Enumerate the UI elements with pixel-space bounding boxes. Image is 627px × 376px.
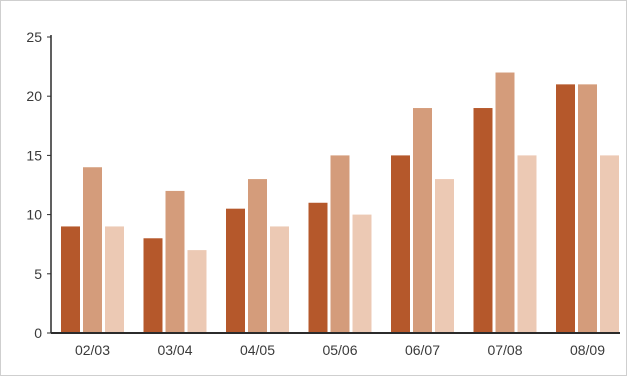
x-tick-label: 04/05 xyxy=(240,342,275,358)
bar-07-08-series-2 xyxy=(495,72,515,334)
y-tick-label: 25 xyxy=(26,29,42,45)
bars xyxy=(61,72,619,334)
bar-02-03-series-3 xyxy=(105,226,124,333)
bar-07-08-series-1 xyxy=(473,108,493,333)
x-tick-label: 02/03 xyxy=(75,342,110,358)
bar-05-06-series-3 xyxy=(352,214,372,333)
x-tick-label: 08/09 xyxy=(570,342,605,358)
bar-06-07-series-2 xyxy=(413,108,432,333)
y-tick-label: 20 xyxy=(26,88,42,104)
y-tick-label: 15 xyxy=(26,147,42,163)
bar-06-07-series-3 xyxy=(435,179,454,333)
bar-04-05-series-2 xyxy=(248,179,267,333)
bar-05-06-series-2 xyxy=(330,155,350,333)
bar-03-04-series-3 xyxy=(187,250,207,333)
bar-08-09-series-2 xyxy=(578,84,597,333)
x-tick-label: 07/08 xyxy=(487,342,522,358)
bar-08-09-series-1 xyxy=(556,84,575,333)
bar-04-05-series-1 xyxy=(226,208,245,333)
bar-07-08-series-3 xyxy=(517,155,537,333)
bar-02-03-series-1 xyxy=(61,226,80,333)
bar-04-05-series-3 xyxy=(270,226,289,333)
x-tick-label: 05/06 xyxy=(322,342,357,358)
bar-08-09-series-3 xyxy=(600,155,619,333)
bar-03-04-series-2 xyxy=(165,190,185,333)
x-tick-label: 03/04 xyxy=(157,342,192,358)
y-tick-label: 10 xyxy=(26,207,42,223)
x-axis-ticks: 02/03 03/04 04/05 05/06 06/07 07/08 08/09 xyxy=(75,342,605,358)
y-tick-label: 5 xyxy=(34,266,42,282)
y-tick-label: 0 xyxy=(34,325,42,341)
bar-05-06-series-1 xyxy=(308,202,328,333)
bar-06-07-series-1 xyxy=(391,155,410,333)
x-tick-label: 06/07 xyxy=(405,342,440,358)
bar-03-04-series-1 xyxy=(143,238,163,333)
bar-02-03-series-2 xyxy=(83,167,102,333)
y-axis-ticks: 0 5 10 15 20 25 xyxy=(26,29,51,341)
